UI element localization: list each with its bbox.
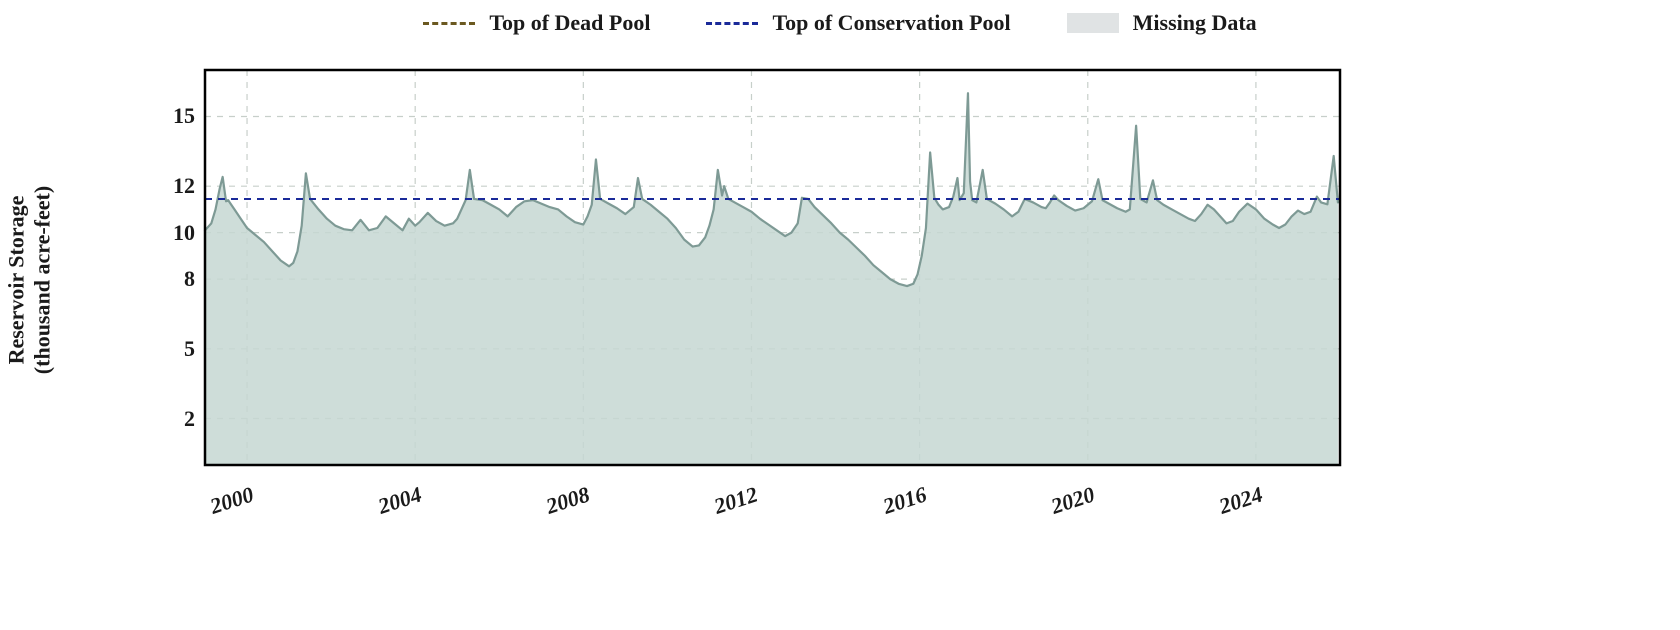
y-tick-label: 12 [135,173,195,199]
y-tick-label: 15 [135,103,195,129]
y-tick-label: 2 [135,406,195,432]
y-axis-title-line2: (thousand acre-feet) [30,186,56,374]
legend-label-dead-pool: Top of Dead Pool [489,10,650,36]
legend-item-conservation-pool: Top of Conservation Pool [706,10,1010,36]
x-tick-label: 2024 [1216,481,1266,519]
y-tick-label: 10 [135,220,195,246]
y-axis-title-line1: Reservoir Storage [4,186,30,374]
legend-label-missing-data: Missing Data [1133,10,1257,36]
legend-label-conservation-pool: Top of Conservation Pool [772,10,1010,36]
area-group [205,93,1338,465]
legend-swatch-missing-data [1067,13,1119,33]
x-tick-label: 2020 [1048,481,1098,519]
plot-svg [205,70,1340,465]
legend-item-missing-data: Missing Data [1067,10,1257,36]
legend-swatch-conservation-pool [706,22,758,25]
x-tick-label: 2016 [880,481,930,519]
x-tick-label: 2004 [375,481,425,519]
legend: Top of Dead Pool Top of Conservation Poo… [0,10,1680,36]
y-axis-title: Reservoir Storage (thousand acre-feet) [4,186,57,374]
y-tick-label: 8 [135,266,195,292]
x-tick-label: 2008 [543,481,593,519]
x-tick-label: 2012 [711,481,761,519]
y-tick-label: 5 [135,336,195,362]
legend-item-dead-pool: Top of Dead Pool [423,10,650,36]
chart-stage: Top of Dead Pool Top of Conservation Poo… [0,0,1680,630]
x-tick-label: 2000 [207,481,257,519]
legend-swatch-dead-pool [423,22,475,25]
